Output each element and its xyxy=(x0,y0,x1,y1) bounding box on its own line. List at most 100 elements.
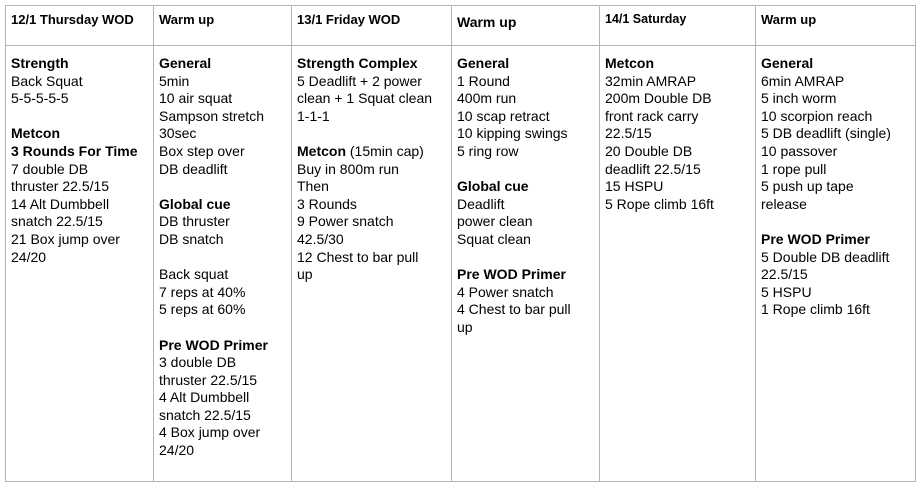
section-heading: Global cue xyxy=(159,196,286,214)
cell-line: release xyxy=(761,195,807,212)
blank-line xyxy=(11,108,148,126)
cell-line: 10 scap retract xyxy=(457,107,550,124)
cell-line: Back squat xyxy=(159,266,229,283)
cell-line: Back Squat xyxy=(11,72,83,89)
header-cell: 14/1 Saturday xyxy=(599,5,756,46)
section-heading-label: General xyxy=(761,55,814,71)
blank-line xyxy=(457,161,594,179)
cell-line: 5 reps at 60% xyxy=(159,301,246,318)
body-cell: Strength Complex 5 Deadlift + 2 power clea… xyxy=(291,45,452,482)
cell-line: 3 double DB xyxy=(159,354,237,371)
cell-line: 4 Chest to bar pull xyxy=(457,301,571,318)
section-heading-label: Pre WOD Primer xyxy=(159,336,268,353)
cell-line: 200m Double DB xyxy=(605,90,712,107)
header-row: 12/1 Thursday WOD Warm up 13/1 Friday WO… xyxy=(5,5,916,46)
cell-line: 4 Alt Dumbbell xyxy=(159,389,250,406)
section-heading-label: Metcon xyxy=(11,125,60,142)
cell-line: 22.5/15 xyxy=(605,125,652,142)
cell-line: 10 passover xyxy=(761,142,838,159)
section-heading-label: 3 Rounds For Time xyxy=(11,142,138,159)
section-heading-label: Metcon xyxy=(297,142,346,159)
section-heading: General xyxy=(159,55,286,73)
section-heading-label: General xyxy=(159,55,212,71)
cell-line: 32min AMRAP xyxy=(605,72,697,89)
section-heading-label: Metcon xyxy=(605,55,654,71)
cell-line: up xyxy=(457,318,473,335)
cell-line: 5min xyxy=(159,72,190,89)
cell-line: Buy in 800m run xyxy=(297,160,399,177)
body-cell: General 1 Round 400m run 10 scap retract 10 … xyxy=(451,45,600,482)
cell-line: thruster 22.5/15 xyxy=(11,178,110,195)
cell-line: 4 Box jump over xyxy=(159,424,261,441)
cell-line: 4 Power snatch xyxy=(457,283,554,300)
cell-line: 7 double DB xyxy=(11,160,89,177)
cell-line: snatch 22.5/15 xyxy=(11,213,103,230)
cell-line: 12 Chest to bar pull xyxy=(297,248,419,265)
cell-line: 400m run xyxy=(457,90,517,107)
cell-line: 42.5/30 xyxy=(297,230,344,247)
cell-line: 5 ring row xyxy=(457,142,519,159)
cell-line: Box step over xyxy=(159,142,245,159)
cell-line: 5 inch worm xyxy=(761,90,837,107)
cell-line: thruster 22.5/15 xyxy=(159,371,258,388)
section-heading-label: Strength xyxy=(11,55,69,71)
section-heading-note: (15min cap) xyxy=(346,142,424,159)
blank-line xyxy=(457,249,594,267)
cell-line: 7 reps at 40% xyxy=(159,283,246,300)
cell-line: 5-5-5-5-5 xyxy=(11,90,69,107)
cell-line: Squat clean xyxy=(457,230,531,247)
header-cell: 13/1 Friday WOD xyxy=(291,5,452,46)
cell-line: clean + 1 Squat clean xyxy=(297,90,433,107)
cell-line: 5 DB deadlift (single) xyxy=(761,125,891,142)
section-heading-label: Pre WOD Primer xyxy=(761,230,870,247)
cell-line: 5 push up tape xyxy=(761,178,854,195)
cell-line: 22.5/15 xyxy=(761,266,808,283)
cell-line: 1 Rope climb 16ft xyxy=(761,301,870,318)
cell-line: 1 Round xyxy=(457,72,510,89)
section-heading-label: Global cue xyxy=(457,178,529,195)
section-heading: General xyxy=(761,55,910,73)
cell-line: deadlift 22.5/15 xyxy=(605,160,701,177)
cell-line: 6min AMRAP xyxy=(761,72,845,89)
section-heading: Global cue xyxy=(457,178,594,196)
cell-line: 10 air squat xyxy=(159,90,233,107)
section-heading: Pre WOD Primer xyxy=(761,231,910,249)
cell-line: 1-1-1 xyxy=(297,107,330,124)
cell-line: 5 Rope climb 16ft xyxy=(605,195,714,212)
cell-line: power clean xyxy=(457,213,533,230)
section-heading-label: Global cue xyxy=(159,195,231,212)
cell-line: Sampson stretch xyxy=(159,107,265,124)
section-heading-label: General xyxy=(457,55,510,71)
cell-line: 30sec xyxy=(159,125,197,142)
section-heading: Pre WOD Primer xyxy=(457,266,594,284)
blank-line xyxy=(761,213,910,231)
section-heading: Metcon (15min cap) xyxy=(297,143,446,161)
cell-line: 24/20 xyxy=(159,442,195,459)
cell-line: Deadlift xyxy=(457,195,505,212)
section-heading: Strength Complex xyxy=(297,55,446,73)
header-cell: Warm up xyxy=(451,5,600,46)
cell-line: up xyxy=(297,266,313,283)
cell-line: 21 Box jump over xyxy=(11,230,120,247)
blank-line xyxy=(297,125,446,143)
section-heading: Strength xyxy=(11,55,148,73)
cell-line: 9 Power snatch xyxy=(297,213,394,230)
section-heading: General xyxy=(457,55,594,73)
header-cell: 12/1 Thursday WOD xyxy=(5,5,154,46)
cell-line: 5 Deadlift + 2 power xyxy=(297,72,422,89)
blank-line xyxy=(159,319,286,337)
section-heading: 3 Rounds For Time xyxy=(11,143,148,161)
cell-line: 5 Double DB deadlift xyxy=(761,248,890,265)
header-cell: Warm up xyxy=(755,5,916,46)
cell-line: snatch 22.5/15 xyxy=(159,406,251,423)
cell-line: 14 Alt Dumbbell xyxy=(11,195,110,212)
cell-line: 10 kipping swings xyxy=(457,125,568,142)
body-cell: Metcon 32min AMRAP 200m Double DB front rac… xyxy=(599,45,756,482)
section-heading-label: Pre WOD Primer xyxy=(457,266,566,283)
section-heading: Metcon xyxy=(11,125,148,143)
cell-line: front rack carry xyxy=(605,107,699,124)
section-heading: Pre WOD Primer xyxy=(159,337,286,355)
section-heading-label: Strength Complex xyxy=(297,55,418,71)
cell-line: 15 HSPU xyxy=(605,178,664,195)
cell-line: 10 scorpion reach xyxy=(761,107,873,124)
